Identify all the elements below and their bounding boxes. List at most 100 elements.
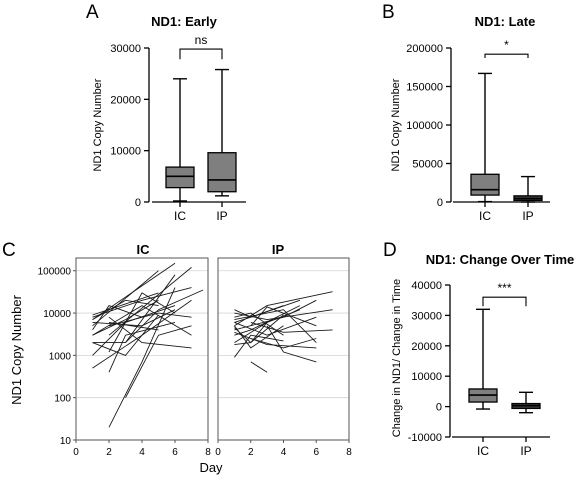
box-plot-b: 0 50000 100000 150000 200000 IC IP * — [406, 38, 543, 223]
y-tick-label: 100000 — [38, 267, 72, 278]
panel-label-b: B — [382, 2, 395, 23]
panel-a: A ND1: Early ND1 Copy Number 0 10000 20000… — [86, 2, 246, 223]
y-tick-label: 20000 — [411, 341, 442, 353]
subject-line — [234, 334, 284, 358]
subject-line — [92, 305, 192, 336]
y-axis-label-a: ND1 Copy Number — [92, 78, 104, 171]
y-axis-label-c: ND1 Copy Number — [9, 294, 24, 404]
subject-line — [108, 316, 192, 349]
x-tick-label: 8 — [346, 447, 352, 458]
facet-title-ic: IC — [137, 242, 151, 257]
significance-bracket — [179, 48, 223, 60]
box-ic — [165, 166, 195, 189]
panel-label-c: C — [2, 240, 16, 261]
subject-line — [234, 309, 317, 343]
subject-line — [234, 309, 333, 321]
y-tick-label: 0 — [437, 197, 443, 209]
subject-line — [234, 305, 301, 336]
y-axis-label-b: ND1 Copy Number — [390, 78, 402, 171]
panel-label-a: A — [86, 2, 99, 23]
subject-line — [250, 361, 268, 373]
x-tick-label: 0 — [215, 447, 221, 458]
significance-label: ns — [195, 33, 208, 47]
panel-c: C IC IP ND1 Copy Number Day 0 2 4 6 8 0 2 4 6 810… — [2, 240, 352, 475]
significance-label: *** — [497, 281, 511, 295]
y-tick-label: 200000 — [406, 43, 443, 55]
subject-line — [125, 289, 204, 343]
x-tick-label: 6 — [172, 447, 178, 458]
y-tick-label: 40000 — [411, 280, 442, 292]
significance-bracket — [484, 53, 529, 59]
x-tick-label: 2 — [106, 447, 112, 458]
x-axis-label-c: Day — [199, 460, 223, 475]
x-tick-label: IP — [520, 444, 531, 458]
subject-line — [234, 322, 268, 344]
x-tick-label: IP — [216, 209, 227, 223]
subject-line — [250, 338, 317, 349]
subject-line — [92, 270, 159, 327]
y-tick-label: 50000 — [412, 159, 443, 171]
panel-label-d: D — [383, 240, 397, 261]
y-tick-label: 30000 — [110, 43, 141, 55]
subject-line — [92, 299, 159, 320]
subject-line — [125, 325, 192, 398]
facet-frame — [217, 257, 350, 441]
x-tick-label: IC — [174, 209, 186, 223]
x-tick-label: 6 — [313, 447, 319, 458]
subject-line — [250, 306, 317, 327]
y-axis-label-d: Change in ND1/ Change in Time — [391, 279, 403, 437]
x-tick-label: IC — [479, 209, 491, 223]
box-plot-d: -10000 0 10000 20000 30000 40000 IC IP *** — [408, 280, 541, 458]
subject-line — [234, 312, 284, 336]
subject-line — [234, 291, 333, 327]
facet-ic: 0 2 4 6 8 — [73, 257, 211, 458]
y-tick-label: 10 — [60, 436, 72, 447]
y-tick-label: 10000 — [110, 146, 141, 158]
box-ic — [470, 173, 500, 196]
box-plot-a: 0 10000 20000 30000 IC IP ns — [110, 33, 237, 223]
significance-label: * — [504, 38, 509, 52]
x-tick-label: 8 — [205, 447, 211, 458]
y-tick-label: 10000 — [411, 371, 442, 383]
subject-line — [108, 267, 192, 336]
subject-line — [234, 331, 317, 349]
box-ip — [207, 152, 237, 193]
y-tick-label: 10000 — [43, 309, 71, 320]
y-tick-label: 100000 — [406, 120, 443, 132]
subject-line — [108, 321, 176, 373]
facet-ip: 0 2 4 6 8 — [215, 257, 352, 458]
y-tick-label: 100 — [54, 394, 71, 405]
x-tick-label: IC — [477, 444, 489, 458]
subject-line — [234, 305, 284, 318]
x-tick-label: IP — [522, 209, 533, 223]
y-tick-label: 0 — [436, 402, 442, 414]
y-tick-label: 0 — [135, 197, 141, 209]
chart-title-a: ND1: Early — [151, 14, 218, 29]
subject-line — [92, 287, 192, 318]
significance-bracket — [482, 296, 527, 307]
subject-line — [250, 321, 333, 333]
y-tick-label: 150000 — [406, 82, 443, 94]
subject-line — [108, 292, 176, 353]
subject-line — [266, 325, 317, 363]
x-tick-label: 2 — [248, 447, 254, 458]
subject-line — [234, 316, 317, 336]
x-tick-label: 4 — [139, 447, 145, 458]
y-tick-label: -10000 — [408, 432, 442, 444]
subject-line — [108, 287, 176, 428]
subject-line — [92, 299, 159, 336]
x-tick-label: 4 — [281, 447, 287, 458]
panel-b: B ND1: Late ND1 Copy Number 0 50000 100000… — [382, 2, 550, 223]
panel-d: D ND1: Change Over Time Change in ND1/ C… — [383, 240, 574, 458]
subject-line — [92, 292, 159, 316]
facet-title-ip: IP — [272, 242, 285, 257]
chart-title-d: ND1: Change Over Time — [426, 252, 575, 267]
chart-title-b: ND1: Late — [475, 14, 536, 29]
y-tick-label: 1000 — [49, 351, 72, 362]
y-tick-label: 30000 — [411, 310, 442, 322]
x-tick-label: 0 — [73, 447, 79, 458]
y-tick-label: 20000 — [110, 94, 141, 106]
subject-line — [92, 274, 176, 344]
